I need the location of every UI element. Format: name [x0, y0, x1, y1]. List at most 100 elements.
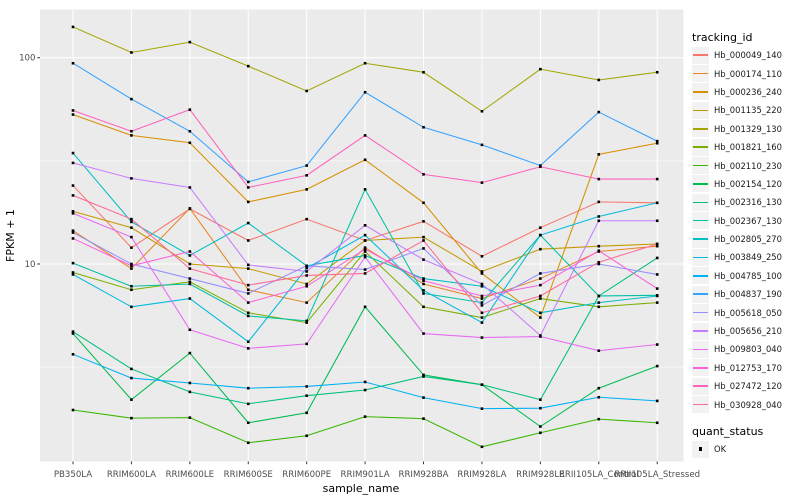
data-point-marker	[71, 109, 75, 112]
data-point-marker	[422, 305, 425, 309]
data-point-marker	[480, 304, 484, 307]
quant-ok-square-icon	[692, 440, 709, 458]
data-point-marker	[363, 134, 367, 137]
data-point-marker	[480, 407, 484, 410]
data-point-marker	[422, 173, 425, 176]
data-point-marker	[305, 274, 308, 277]
legend-label: Hb_027472_120	[714, 381, 782, 392]
data-point-marker	[130, 416, 133, 420]
data-point-marker	[130, 398, 133, 401]
data-point-marker	[363, 239, 367, 242]
data-point-marker	[422, 258, 425, 261]
data-point-marker	[363, 247, 367, 251]
data-point-marker	[305, 385, 308, 388]
data-point-marker	[655, 139, 659, 143]
data-point-marker	[246, 402, 250, 406]
data-point-marker	[480, 143, 484, 147]
data-point-marker	[422, 282, 425, 286]
data-point-marker	[597, 395, 601, 399]
data-point-marker	[246, 186, 250, 189]
data-point-marker	[422, 417, 425, 420]
data-point-marker	[246, 288, 250, 292]
data-point-marker	[130, 246, 133, 249]
data-point-marker	[422, 396, 425, 399]
legend-entry-Hb_001135_220: Hb_001135_220	[692, 101, 798, 119]
legend-key-swatch	[692, 340, 709, 358]
data-point-marker	[305, 394, 308, 397]
data-point-marker	[188, 186, 192, 189]
data-point-marker	[655, 177, 659, 181]
legend-swatch-line	[693, 91, 708, 93]
data-point-marker	[539, 297, 542, 300]
data-point-marker	[71, 210, 75, 213]
data-point-marker	[539, 425, 542, 428]
data-point-marker	[71, 353, 75, 356]
data-point-marker	[480, 316, 484, 319]
data-point-marker	[480, 282, 484, 286]
y-axis-title: FPKM + 1	[4, 209, 17, 262]
data-point-marker	[130, 226, 133, 229]
data-point-marker	[246, 441, 250, 445]
legend-swatch-line	[693, 164, 708, 167]
data-point-marker	[188, 262, 192, 266]
data-point-marker	[655, 287, 659, 290]
data-point-marker	[597, 215, 601, 218]
data-point-marker	[71, 231, 75, 234]
data-point-marker	[71, 332, 75, 335]
legend-swatch-line	[693, 348, 708, 351]
data-point-marker	[71, 408, 75, 412]
data-point-marker	[188, 207, 192, 210]
data-point-marker	[363, 254, 367, 257]
legend-label: Hb_030928_040	[714, 399, 782, 410]
data-point-marker	[597, 177, 601, 181]
data-point-marker	[597, 153, 601, 156]
legend-entry-Hb_027472_120: Hb_027472_120	[692, 377, 798, 395]
legend-label: Hb_000049_140	[714, 50, 782, 61]
data-point-marker	[188, 141, 192, 145]
legend-swatch-line	[693, 54, 708, 56]
data-point-marker	[655, 273, 659, 276]
y-tick-label: 100	[19, 54, 35, 64]
minor-gridlines	[40, 160, 684, 368]
data-point-marker	[539, 431, 542, 435]
data-point-marker	[655, 201, 659, 205]
data-point-marker	[363, 255, 367, 259]
data-point-marker	[188, 282, 192, 286]
legend-key-swatch	[692, 304, 709, 322]
legend-key-swatch	[692, 377, 709, 395]
legend-label: OK	[714, 444, 727, 454]
legend-label: Hb_000174_110	[714, 68, 782, 79]
data-point-marker	[363, 380, 367, 384]
data-point-marker	[188, 108, 192, 111]
legend-label: Hb_000236_240	[714, 86, 782, 97]
data-point-marker	[655, 421, 659, 425]
data-point-marker	[539, 233, 542, 237]
data-point-marker	[539, 283, 542, 287]
data-point-marker	[480, 294, 484, 298]
data-point-marker	[363, 268, 367, 271]
data-point-marker	[305, 264, 308, 268]
data-point-marker	[305, 282, 308, 286]
data-point-marker	[539, 406, 542, 410]
data-point-marker	[130, 288, 133, 292]
data-point-marker	[246, 314, 250, 318]
legend-entries: Hb_000049_140 Hb_000174_110 Hb_000236_240 H…	[692, 46, 798, 414]
legend-swatch-line	[693, 403, 708, 406]
data-point-marker	[130, 217, 133, 221]
data-point-marker	[655, 70, 659, 74]
data-point-marker	[246, 283, 250, 287]
legend-entry-Hb_001329_130: Hb_001329_130	[692, 120, 798, 138]
legend-title-quant-status: quant_status	[692, 424, 764, 438]
data-point-marker	[655, 244, 659, 248]
data-point-marker	[422, 277, 425, 280]
data-point-marker	[422, 373, 425, 377]
data-point-marker	[71, 161, 75, 165]
legend-label: Hb_002316_130	[714, 197, 782, 208]
x-tick-label: PB350LA	[54, 470, 92, 480]
legend-entry-Hb_001821_160: Hb_001821_160	[692, 138, 798, 156]
legend-label: Hb_002154_120	[714, 178, 782, 189]
legend-swatch-line	[693, 238, 708, 240]
data-point-marker	[305, 174, 308, 177]
data-point-marker	[363, 305, 367, 309]
